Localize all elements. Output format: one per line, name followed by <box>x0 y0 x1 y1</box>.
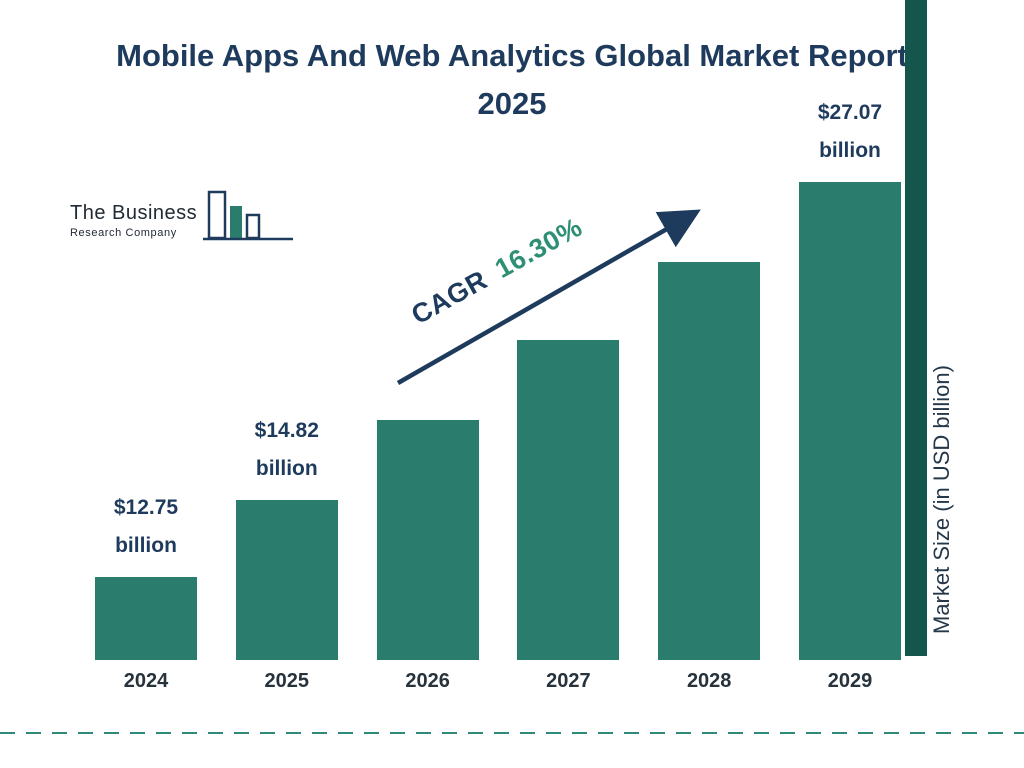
bar-value-unit-2025: billion <box>255 457 318 480</box>
bar-column-2026: 2026 <box>376 60 479 692</box>
bar-2028 <box>658 262 761 660</box>
logo-line2: Research Company <box>70 227 177 239</box>
x-axis-label-2028: 2028 <box>686 670 732 692</box>
bar-value-label-2025: $14.82 billion <box>224 412 350 488</box>
bar-column-2028: 2028 <box>658 60 761 692</box>
bar-2024 <box>95 577 197 660</box>
x-axis-label-2025: 2025 <box>264 670 310 692</box>
y-axis-title: Market Size (in USD billion) <box>929 365 954 635</box>
page-title: Mobile Apps And Web Analytics Global Mar… <box>116 38 908 121</box>
bar-column-2025: $14.82 billion 2025 <box>235 60 338 692</box>
x-axis-label-2024: 2024 <box>123 670 169 692</box>
logo-line1: The Business <box>70 202 198 224</box>
bottom-dashed-line <box>0 732 1024 734</box>
bar-2025 <box>235 500 338 660</box>
bar-column-2029: $27.07 billion 2029 <box>798 60 901 692</box>
x-axis-label-2027: 2027 <box>546 670 591 692</box>
bar-value-label-2029: $27.07 billion <box>787 94 913 170</box>
bar-value-amount-2024: $12.75 <box>113 496 179 519</box>
logo-chart-icon <box>203 188 295 255</box>
bar-column-2024: $12.75 billion 2024 <box>95 60 197 692</box>
bar-2027 <box>517 340 620 660</box>
bar-2029 <box>798 182 901 660</box>
cagr-arrow-icon <box>396 209 701 385</box>
bar-value-unit-2024: billion <box>115 534 177 557</box>
bar-value-amount-2025: $14.82 <box>254 419 319 442</box>
bar-2026 <box>376 420 479 660</box>
bar-value-label-2024: $12.75 billion <box>83 489 209 565</box>
x-axis-label-2026: 2026 <box>405 670 450 692</box>
logo: The Business Research Company <box>70 188 295 255</box>
logo-text: The Business Research Company <box>70 202 197 239</box>
bar-chart: $12.75 billion 2024 $14.82 billion 2025 2026 20… <box>95 60 901 692</box>
bar-value-unit-2029: billion <box>819 139 881 162</box>
bar-column-2027: 2027 <box>517 60 620 692</box>
bar-value-amount-2029: $27.07 <box>817 101 883 124</box>
x-axis-label-2029: 2029 <box>827 670 873 692</box>
right-edge-bar <box>905 0 927 656</box>
